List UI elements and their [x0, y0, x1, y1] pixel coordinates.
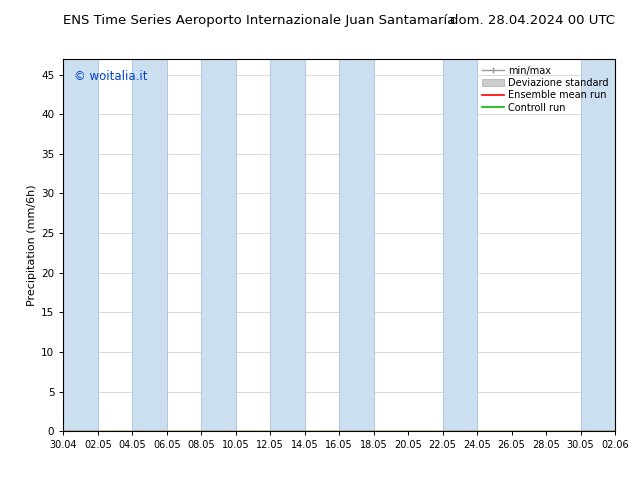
Bar	[63, 59, 98, 431]
Bar	[202, 59, 236, 431]
Bar	[581, 59, 615, 431]
Bar	[270, 59, 305, 431]
Bar	[133, 59, 167, 431]
Legend: min/max, Deviazione standard, Ensemble mean run, Controll run: min/max, Deviazione standard, Ensemble m…	[481, 64, 610, 115]
Y-axis label: Precipitation (mm/6h): Precipitation (mm/6h)	[27, 184, 37, 306]
Bar	[443, 59, 477, 431]
Text: dom. 28.04.2024 00 UTC: dom. 28.04.2024 00 UTC	[450, 14, 615, 27]
Text: ENS Time Series Aeroporto Internazionale Juan Santamaría: ENS Time Series Aeroporto Internazionale…	[63, 14, 456, 27]
Bar	[339, 59, 373, 431]
Text: © woitalia.it: © woitalia.it	[74, 70, 148, 83]
